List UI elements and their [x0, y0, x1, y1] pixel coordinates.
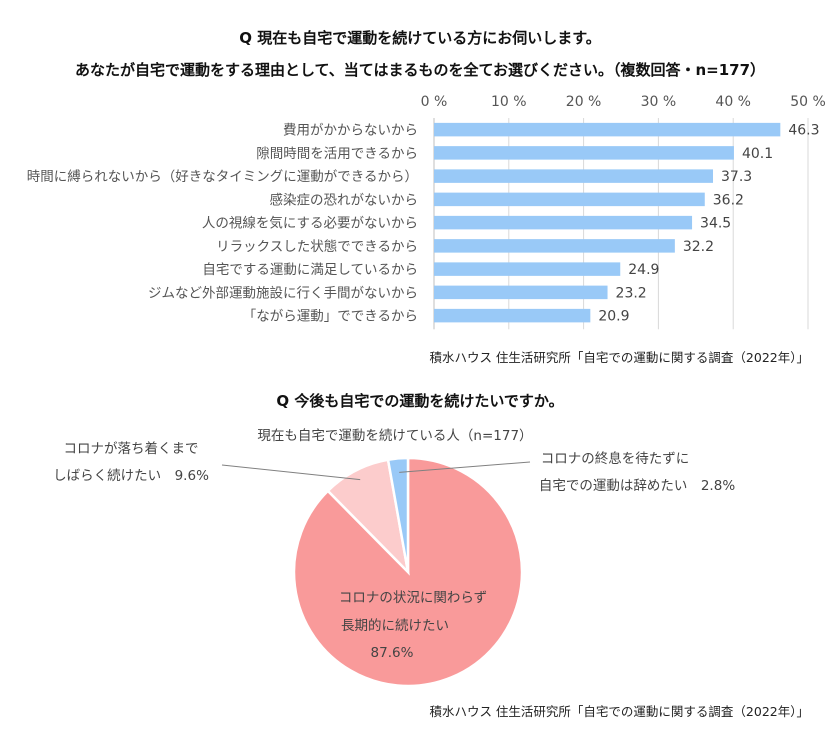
pie-leader-line	[221, 464, 361, 481]
bar-chart-category-label: 時間に縛られないから（好きなタイミングに運動ができるから）	[27, 168, 418, 185]
bar-chart-source: 積水ハウス 住生活研究所「自宅での運動に関する調査（2022年）」	[429, 350, 809, 365]
pie-slice-label: コロナの状況に関わらず	[339, 590, 487, 606]
bar-chart-category-label: 人の視線を気にする必要がないから	[202, 216, 418, 232]
bar-chart-value-label: 20.9	[598, 309, 629, 325]
bar-chart-value-label: 32.2	[683, 239, 714, 255]
pie-slice-label: 87.6%	[371, 645, 414, 661]
bar-chart-tick-label: 50 %	[790, 94, 826, 110]
bar-chart-bar	[434, 308, 591, 323]
bar-chart-category-label: 「ながら運動」でできるから	[243, 309, 418, 325]
bar-chart-tick-label: 30 %	[641, 94, 677, 110]
pie-slice-label: コロナが落ち着くまで	[64, 440, 199, 457]
bar-chart-value-label: 46.3	[788, 123, 819, 139]
bar-chart-category-label: 自宅でする運動に満足しているから	[202, 262, 418, 278]
bar-chart-category-label: ジムなど外部運動施設に行く手間がないから	[148, 285, 418, 301]
bar-chart-category-label: 隙間時間を活用できるから	[256, 146, 418, 162]
bar-chart-bar	[434, 239, 675, 253]
bar-chart-title-line-2: あなたが自宅で運動をする理由として、当てはまるものを全てお選びください。（複数回…	[74, 61, 766, 79]
bar-chart-tick-label: 40 %	[715, 94, 751, 110]
bar-chart-value-label: 36.2	[713, 192, 744, 208]
pie-slice-label: しばらく続けたい 9.6%	[53, 468, 209, 484]
pie-chart-source: 積水ハウス 住生活研究所「自宅での運動に関する調査（2022年）」	[429, 704, 809, 719]
pie-slice-label: 長期的に続けたい	[341, 618, 449, 634]
bar-chart-category-label: リラックスした状態でできるから	[216, 239, 418, 255]
bar-chart-bar	[434, 169, 714, 183]
bar-chart-bar	[434, 122, 781, 137]
bar-chart-value-label: 40.1	[742, 146, 773, 162]
pie-leader-line	[399, 461, 531, 473]
bar-chart-value-label: 24.9	[628, 262, 659, 278]
bar-chart-bar	[434, 146, 734, 160]
bar-chart: 0 % 10 % 20 % 30 % 40 % 50 % 費用がかからないから 46.3 隙間時…	[27, 94, 826, 330]
bar-chart-value-label: 34.5	[700, 216, 731, 232]
bar-chart-category-label: 感染症の恐れがないから	[270, 191, 419, 208]
bar-chart-tick-label: 20 %	[566, 94, 602, 110]
pie-slice	[386, 456, 410, 573]
pie-chart-subtitle: 現在も自宅で運動を続けている人（n=177）	[257, 428, 532, 444]
bar-chart-value-label: 23.2	[616, 285, 647, 301]
bar-chart-category-label: 費用がかからないから	[283, 123, 418, 139]
bar-chart-tick-label: 0 %	[421, 94, 448, 110]
bar-chart-value-label: 37.3	[721, 169, 752, 185]
bar-chart-bar	[434, 215, 693, 230]
bar-chart-bar	[434, 285, 608, 300]
pie-slice-label: コロナの終息を待たずに	[541, 450, 690, 467]
bar-chart-bar	[434, 192, 705, 207]
pie-chart-title: Q 今後も自宅での運動を続けたいですか。	[276, 392, 564, 410]
pie-slice-label: 自宅での運動は辞めたい 2.8%	[539, 478, 735, 494]
bar-chart-bar	[434, 262, 621, 276]
bar-chart-title-line-1: Q 現在も自宅で運動を続けている方にお伺いします。	[239, 29, 601, 47]
bar-chart-tick-label: 10 %	[491, 94, 527, 110]
